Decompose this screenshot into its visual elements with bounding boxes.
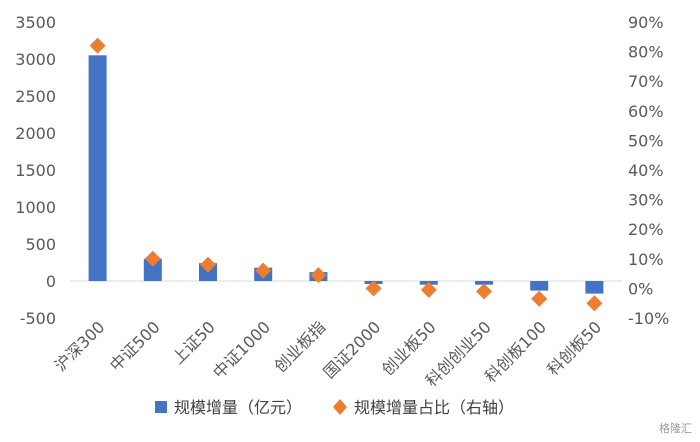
left-tick-label: 2000: [15, 124, 56, 143]
right-tick-label: 10%: [628, 250, 664, 269]
category-label: 科创板50: [543, 317, 605, 379]
diamond-marker: [476, 283, 492, 300]
category-label: 沪深300: [51, 317, 109, 375]
category-label: 中证1000: [209, 317, 274, 382]
left-tick-label: 1000: [15, 198, 56, 217]
right-tick-label: 60%: [628, 102, 664, 121]
bar: [88, 55, 107, 281]
diamond-marker: [586, 295, 603, 312]
right-tick-label: 40%: [628, 161, 664, 180]
legend-label-bar: 规模增量（亿元）: [174, 398, 302, 417]
diamond-marker: [89, 37, 106, 54]
left-tick-label: 0: [46, 272, 56, 291]
right-tick-label: 50%: [628, 131, 664, 150]
right-tick-label: 0%: [628, 279, 653, 298]
bar-series: [88, 55, 604, 294]
category-label: 上证50: [168, 317, 218, 367]
diamond-marker: [255, 262, 272, 279]
left-tick-label: -500: [20, 309, 56, 328]
category-label: 国证2000: [320, 317, 385, 382]
right-tick-label: 80%: [628, 43, 664, 62]
left-tick-label: 500: [25, 235, 56, 254]
diamond-marker: [310, 267, 327, 284]
right-axis-ticks: -10% 0% 10% 20% 30% 40% 50% 60% 70% 80% 90%: [628, 13, 669, 328]
bar: [530, 281, 549, 291]
left-axis-ticks: -500 0 500 1000 1500 2000 2500 3000 3500: [15, 13, 56, 328]
bar: [143, 258, 162, 281]
watermark: 格隆汇: [659, 422, 692, 435]
left-tick-label: 3500: [15, 13, 56, 32]
right-tick-label: 90%: [628, 13, 664, 32]
diamond-marker: [365, 280, 382, 297]
legend-swatch-diamond: [333, 399, 347, 415]
diamond-marker: [144, 250, 161, 267]
legend-swatch-bar: [155, 401, 167, 413]
category-label: 中证500: [106, 317, 164, 375]
left-tick-label: 2500: [15, 87, 56, 106]
left-tick-label: 3000: [15, 50, 56, 69]
diamond-marker: [531, 290, 548, 307]
bar: [475, 281, 493, 285]
marker-series: [89, 37, 603, 312]
legend: 规模增量（亿元） 规模增量占比（右轴）: [155, 398, 514, 417]
right-tick-label: 20%: [628, 220, 664, 239]
diamond-marker: [200, 256, 216, 273]
left-tick-label: 1500: [15, 161, 56, 180]
legend-label-scatter: 规模增量占比（右轴）: [354, 398, 514, 417]
right-tick-label: 30%: [628, 191, 664, 210]
right-tick-label: -10%: [628, 309, 669, 328]
diamond-marker: [420, 281, 437, 298]
right-tick-label: 70%: [628, 72, 664, 91]
bar: [585, 281, 604, 294]
